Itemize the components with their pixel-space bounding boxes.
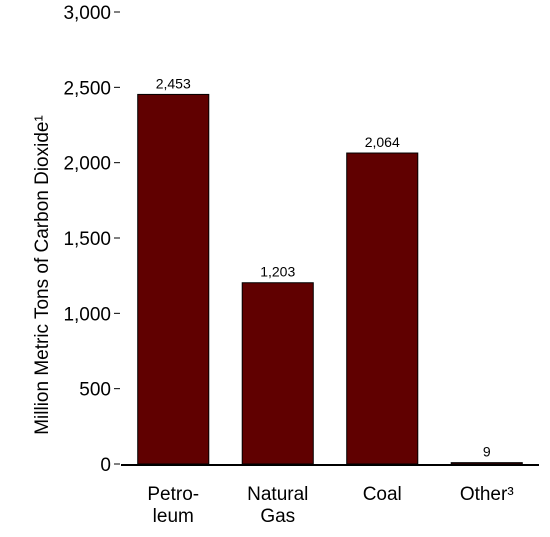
y-tick-label: 0: [100, 455, 111, 476]
x-category-label: Coal: [363, 484, 402, 505]
y-tick-label: 1,500: [63, 229, 111, 250]
bar: [241, 282, 314, 465]
y-tick-label: 500: [79, 380, 111, 401]
bar: [346, 152, 419, 465]
bar-value-label: 2,064: [365, 134, 400, 150]
bar: [450, 462, 523, 465]
y-axis: 0 500 1,000 1,500 2,000 2,500 3,000: [63, 3, 120, 476]
y-tick-label: 1,000: [63, 304, 111, 325]
x-category-label: Petro-leum: [147, 484, 199, 527]
bar-value-label: 2,453: [156, 75, 191, 91]
y-axis-title: Million Metric Tons of Carbon Dioxide¹: [32, 115, 53, 435]
y-tick-label: 2,000: [63, 154, 111, 175]
y-tick-label: 3,000: [63, 3, 111, 24]
bars: 2,453 1,203 2,064 9: [137, 75, 523, 465]
y-tick-label: 2,500: [63, 78, 111, 99]
bar-value-label: 9: [483, 444, 491, 460]
x-category-label: Natural Gas: [247, 484, 308, 527]
x-category-label: Other³: [460, 484, 514, 505]
bar-value-label: 1,203: [260, 264, 295, 280]
bar: [137, 93, 210, 465]
x-axis: Petro-leum Natural Gas Coal Other³: [121, 464, 539, 527]
